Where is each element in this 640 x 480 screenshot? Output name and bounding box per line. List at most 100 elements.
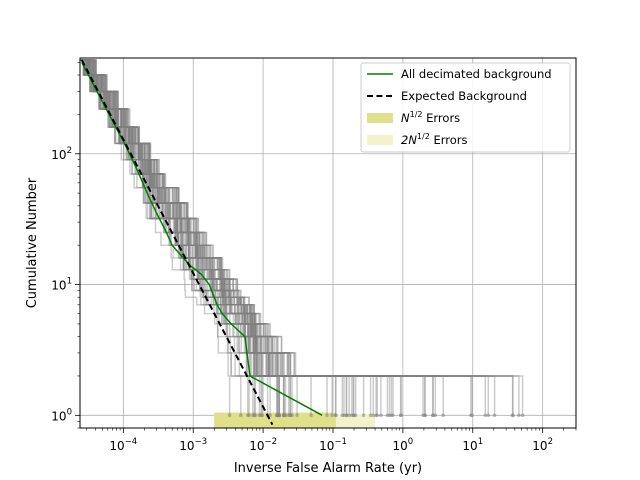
background-trial-line: [80, 59, 298, 416]
background-trial-endpoint: [281, 413, 286, 418]
background-trial-line: [80, 59, 285, 416]
background-trial-endpoint: [510, 413, 515, 418]
background-trial-line: [80, 59, 254, 416]
background-trial-endpoint: [374, 413, 378, 418]
background-trial-endpoint: [470, 413, 474, 418]
y-axis-ticks: 100 101 102: [51, 62, 80, 429]
background-trial-endpoint: [351, 413, 356, 418]
background-trial-line: [83, 59, 344, 416]
legend-swatch: [367, 113, 393, 123]
background-trial-line: [80, 59, 473, 416]
background-trial-line: [80, 59, 285, 416]
background-trial-endpoint: [371, 413, 376, 418]
background-trial-line: [80, 59, 290, 416]
background-trial-endpoint: [344, 413, 349, 418]
background-trial-endpoint: [238, 413, 243, 418]
x-tick-label: 10−3: [179, 437, 207, 453]
background-trial-endpoint: [252, 413, 257, 418]
background-trial-line: [81, 59, 426, 416]
x-tick-label: 10−1: [319, 437, 347, 453]
background-trial-line: [85, 59, 262, 416]
background-trial-line: [86, 59, 444, 416]
background-trial-line: [80, 59, 250, 416]
background-trial-endpoint: [347, 413, 352, 418]
background-trial-line: [83, 59, 372, 416]
background-trial-line: [84, 59, 524, 416]
x-tick-label: 102: [532, 437, 553, 453]
decimated-background-line: [81, 62, 323, 416]
legend-box: [360, 62, 571, 153]
background-trial-line: [85, 59, 378, 416]
background-trial-endpoint: [441, 413, 445, 418]
background-trial-line: [80, 59, 345, 416]
background-trial-line: [80, 59, 256, 416]
background-trial-line: [84, 60, 312, 416]
background-trial-endpoint: [520, 413, 525, 418]
background-trial-line: [84, 59, 348, 416]
background-trial-endpoint: [361, 413, 366, 418]
background-trial-endpoint: [368, 413, 373, 418]
y-tick-label: 101: [51, 277, 72, 293]
background-trial-endpoint: [333, 413, 338, 418]
background-trial-line: [81, 59, 337, 416]
background-trial-line: [83, 59, 472, 416]
background-trial-endpoint: [277, 413, 282, 418]
background-trial-line: [86, 59, 261, 416]
background-trial-endpoint: [260, 413, 265, 418]
background-trial-endpoint: [274, 413, 279, 418]
series-lines: [80, 59, 323, 426]
background-trial-line: [82, 59, 350, 416]
background-trial-line: [85, 59, 257, 416]
x-tick-label: 100: [393, 437, 414, 453]
legend-label: N1/2 Errors: [401, 110, 460, 125]
background-trial-endpoint: [421, 413, 425, 418]
background-trial-line: [83, 59, 394, 416]
background-trial-line: [80, 59, 434, 416]
background-trial-endpoint: [486, 413, 491, 418]
background-trial-line: [80, 59, 402, 416]
background-trial-line: [80, 59, 487, 416]
legend: All decimated background Expected Backgro…: [360, 62, 571, 153]
y-tick-label: 100: [51, 407, 72, 423]
background-trial-line: [80, 59, 375, 416]
background-trial-line: [86, 59, 382, 416]
background-trial-line: [83, 59, 249, 416]
background-trial-endpoint: [295, 413, 299, 418]
background-trial-endpoint: [398, 413, 403, 418]
background-trial-line: [80, 59, 490, 416]
background-trials: [80, 59, 525, 418]
background-trial-line: [86, 59, 287, 416]
background-trial-line: [80, 59, 520, 416]
background-trial-line: [80, 59, 278, 416]
background-trial-line: [81, 59, 271, 416]
background-trial-line: [80, 59, 437, 416]
error-band: [214, 412, 336, 428]
background-trial-line: [80, 59, 357, 416]
background-trial-line: [80, 59, 280, 416]
background-trial-line: [81, 59, 242, 416]
background-trial-line: [81, 59, 365, 416]
legend-label: Expected Background: [401, 89, 527, 103]
background-trial-line: [82, 59, 293, 416]
grid: [80, 58, 576, 428]
background-trial-endpoint: [227, 413, 232, 418]
background-trial-endpoint: [430, 413, 435, 418]
expected-background-line: [80, 59, 274, 426]
background-trial-line: [83, 59, 328, 416]
background-trial-endpoint: [330, 413, 334, 418]
background-trial-line: [83, 59, 279, 416]
background-trial-endpoint: [379, 413, 383, 418]
error-bands: [214, 412, 376, 428]
x-tick-label: 101: [462, 437, 483, 453]
background-trial-line: [84, 59, 292, 416]
x-tick-label: 10−2: [249, 437, 277, 453]
legend-swatch: [367, 135, 393, 145]
background-trial-line: [80, 59, 337, 416]
background-trial-endpoint: [492, 413, 497, 418]
background-trial-endpoint: [517, 413, 521, 418]
background-trial-line: [86, 59, 279, 416]
legend-label: All decimated background: [401, 67, 552, 81]
background-trial-endpoint: [309, 413, 313, 418]
background-trial-endpoint: [483, 413, 488, 418]
axes-frame: [79, 57, 577, 429]
